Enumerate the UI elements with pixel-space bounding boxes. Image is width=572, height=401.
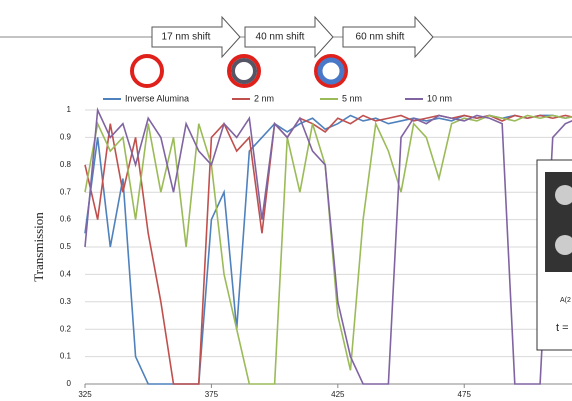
y-tick-label: 0.6 [60,215,72,224]
arrow [244,15,334,59]
inset-text: t = [556,322,569,334]
inset-pore [555,185,572,205]
ring-icons [130,54,348,88]
y-tick-label: 0.1 [60,352,72,361]
series-line [84,114,572,385]
y-tick-label: 0 [67,379,72,388]
legend-label: Inverse Alumina [125,93,189,103]
y-axis-label: Transmission [31,212,46,282]
x-tick-label: 425 [331,390,345,399]
inset-pore [555,235,572,255]
shift-arrows [151,15,434,59]
y-tick-label: 0.5 [60,242,72,251]
y-tick-label: 0.9 [60,133,72,142]
inset: A(2 t = [536,159,572,351]
legend-label: 2 nm [254,93,274,103]
arrow [151,15,241,59]
annotation: 40 nm shift [256,32,305,43]
annotation: 17 nm shift [162,32,211,43]
series-line [84,106,572,385]
arrow [342,15,434,59]
x-tick-label: 325 [78,390,92,399]
series-line [84,114,572,385]
series-line [84,114,572,385]
legend-label: 5 nm [342,93,362,103]
y-tick-label: 0.2 [60,324,72,333]
y-tick-label: 0.4 [60,270,72,279]
x-tick-label: 375 [205,390,219,399]
y-tick-label: 0.3 [60,297,72,306]
inset-text: A(2 [560,297,571,304]
ring [317,57,345,85]
ring [231,58,257,84]
ring [227,54,261,88]
ring [130,54,164,88]
legend-label: 10 nm [427,93,452,103]
ring [314,54,348,88]
y-tick-label: 0.8 [60,160,72,169]
annotation: 60 nm shift [356,32,405,43]
y-tick-label: 0.7 [60,187,72,196]
y-tick-label: 1 [67,105,72,114]
x-tick-label: 475 [458,390,472,399]
